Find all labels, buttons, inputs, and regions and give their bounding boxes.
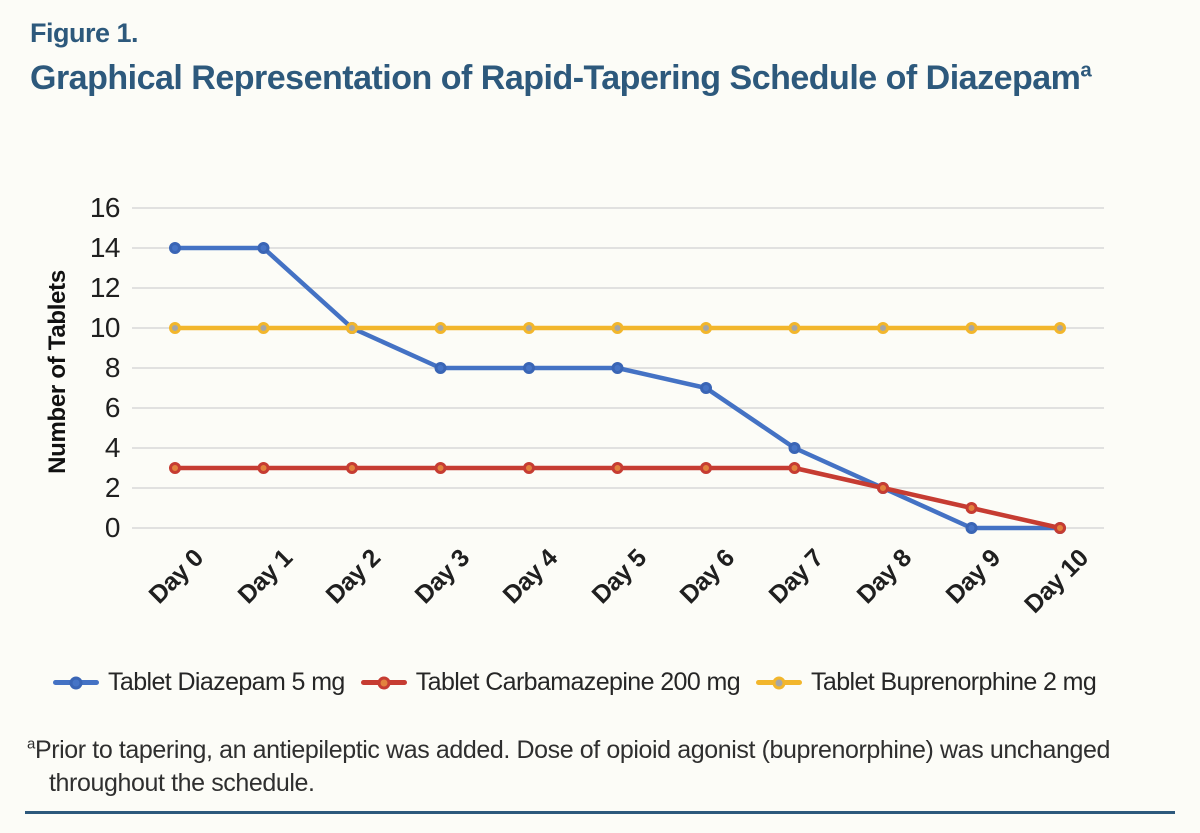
y-tick-label-8: 8 xyxy=(104,352,121,383)
marker-tablet-carbamazepine-200-mg-day-2 xyxy=(346,462,358,474)
marker-tablet-diazepam-5-mg-day-9 xyxy=(965,522,978,534)
figure-title-superscript: a xyxy=(1080,59,1092,82)
legend-label: Tablet Diazepam 5 mg xyxy=(108,668,345,696)
legend-item-tablet-diazepam-5-mg: Tablet Diazepam 5 mg xyxy=(53,668,345,697)
marker-tablet-buprenorphine-2-mg-day-8 xyxy=(877,322,889,334)
marker-tablet-buprenorphine-2-mg-day-10 xyxy=(1054,322,1066,334)
footnote-text: Prior to tapering, an antiepileptic was … xyxy=(34,736,1110,797)
y-tick-label-12: 12 xyxy=(89,272,121,303)
legend-label: Tablet Buprenorphine 2 mg xyxy=(811,668,1097,696)
marker-tablet-buprenorphine-2-mg-day-3 xyxy=(434,322,447,334)
y-axis-title: Number of Tablets xyxy=(44,270,71,474)
marker-tablet-diazepam-5-mg-day-6 xyxy=(700,382,712,394)
marker-tablet-diazepam-5-mg-day-3 xyxy=(434,362,447,374)
marker-tablet-diazepam-5-mg-day-5 xyxy=(611,362,624,374)
marker-tablet-diazepam-5-mg-day-4 xyxy=(523,362,535,374)
legend-item-tablet-carbamazepine-200-mg: Tablet Carbamazepine 200 mg xyxy=(360,668,741,697)
figure-title-text: Graphical Representation of Rapid-Taperi… xyxy=(30,59,1081,97)
marker-tablet-buprenorphine-2-mg-day-0 xyxy=(169,322,181,334)
series-line-tablet-carbamazepine-200-mg xyxy=(172,465,1063,531)
legend-marker-icon xyxy=(53,676,99,689)
legend-marker-dot-icon xyxy=(772,676,786,689)
footnote-marker: a xyxy=(27,735,35,753)
bottom-rule xyxy=(25,811,1175,814)
marker-tablet-carbamazepine-200-mg-day-6 xyxy=(700,462,712,474)
legend-marker-dot-icon xyxy=(377,676,391,689)
legend-label: Tablet Carbamazepine 200 mg xyxy=(415,668,741,696)
y-tick-label-16: 16 xyxy=(89,192,121,223)
marker-tablet-carbamazepine-200-mg-day-5 xyxy=(611,462,624,474)
figure-label: Figure 1. xyxy=(30,18,139,48)
y-tick-label-2: 2 xyxy=(104,472,121,503)
legend-marker-dot-icon xyxy=(69,676,83,689)
marker-tablet-carbamazepine-200-mg-day-10 xyxy=(1054,522,1066,534)
marker-tablet-carbamazepine-200-mg-day-3 xyxy=(434,462,447,474)
marker-tablet-diazepam-5-mg-day-0 xyxy=(169,242,181,254)
marker-tablet-carbamazepine-200-mg-day-7 xyxy=(788,462,801,474)
figure-footnote: aPrior to tapering, an antiepileptic was… xyxy=(27,734,1174,800)
marker-tablet-diazepam-5-mg-day-7 xyxy=(788,442,801,454)
marker-tablet-buprenorphine-2-mg-day-1 xyxy=(257,322,270,334)
y-tick-label-4: 4 xyxy=(104,432,121,463)
legend-marker-icon xyxy=(756,676,803,689)
y-tick-label-10: 10 xyxy=(89,312,121,343)
marker-tablet-carbamazepine-200-mg-day-1 xyxy=(257,462,270,474)
y-tick-label-14: 14 xyxy=(89,232,121,263)
marker-tablet-buprenorphine-2-mg-day-2 xyxy=(346,322,358,334)
legend-marker-icon xyxy=(360,676,407,689)
legend-item-tablet-buprenorphine-2-mg: Tablet Buprenorphine 2 mg xyxy=(756,668,1097,697)
y-tick-label-0: 0 xyxy=(104,512,121,543)
marker-tablet-carbamazepine-200-mg-day-4 xyxy=(523,462,535,474)
marker-tablet-buprenorphine-2-mg-day-6 xyxy=(700,322,712,334)
figure-title: Graphical Representation of Rapid-Taperi… xyxy=(30,58,1120,99)
marker-tablet-carbamazepine-200-mg-day-8 xyxy=(877,482,889,494)
marker-tablet-carbamazepine-200-mg-day-9 xyxy=(965,502,978,514)
chart-legend: Tablet Diazepam 5 mg Tablet Carbamazepine… xyxy=(53,668,1097,697)
y-tick-label-6: 6 xyxy=(104,392,121,423)
series-line-tablet-diazepam-5-mg xyxy=(172,245,1063,531)
marker-tablet-buprenorphine-2-mg-day-7 xyxy=(788,322,801,334)
marker-tablet-diazepam-5-mg-day-1 xyxy=(257,242,270,254)
marker-tablet-buprenorphine-2-mg-day-9 xyxy=(965,322,978,334)
marker-tablet-buprenorphine-2-mg-day-4 xyxy=(523,322,535,334)
marker-tablet-buprenorphine-2-mg-day-5 xyxy=(611,322,624,334)
marker-tablet-carbamazepine-200-mg-day-0 xyxy=(169,462,181,474)
